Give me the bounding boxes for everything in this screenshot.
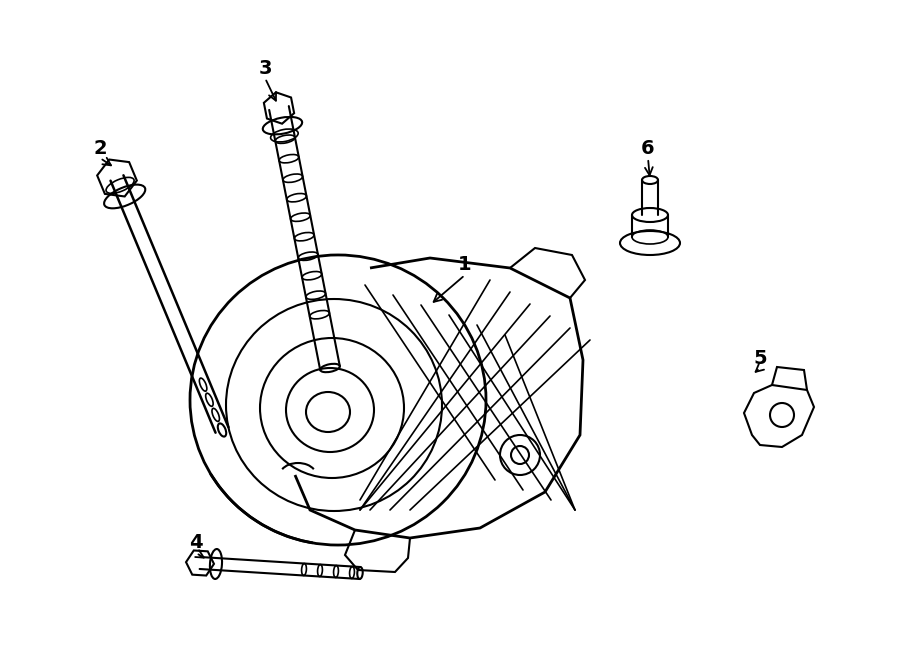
Text: 3: 3 — [258, 59, 272, 77]
Text: 5: 5 — [753, 348, 767, 368]
Text: 2: 2 — [94, 139, 107, 157]
Text: 4: 4 — [189, 533, 202, 553]
Text: 6: 6 — [641, 139, 655, 157]
Text: 1: 1 — [458, 256, 472, 274]
